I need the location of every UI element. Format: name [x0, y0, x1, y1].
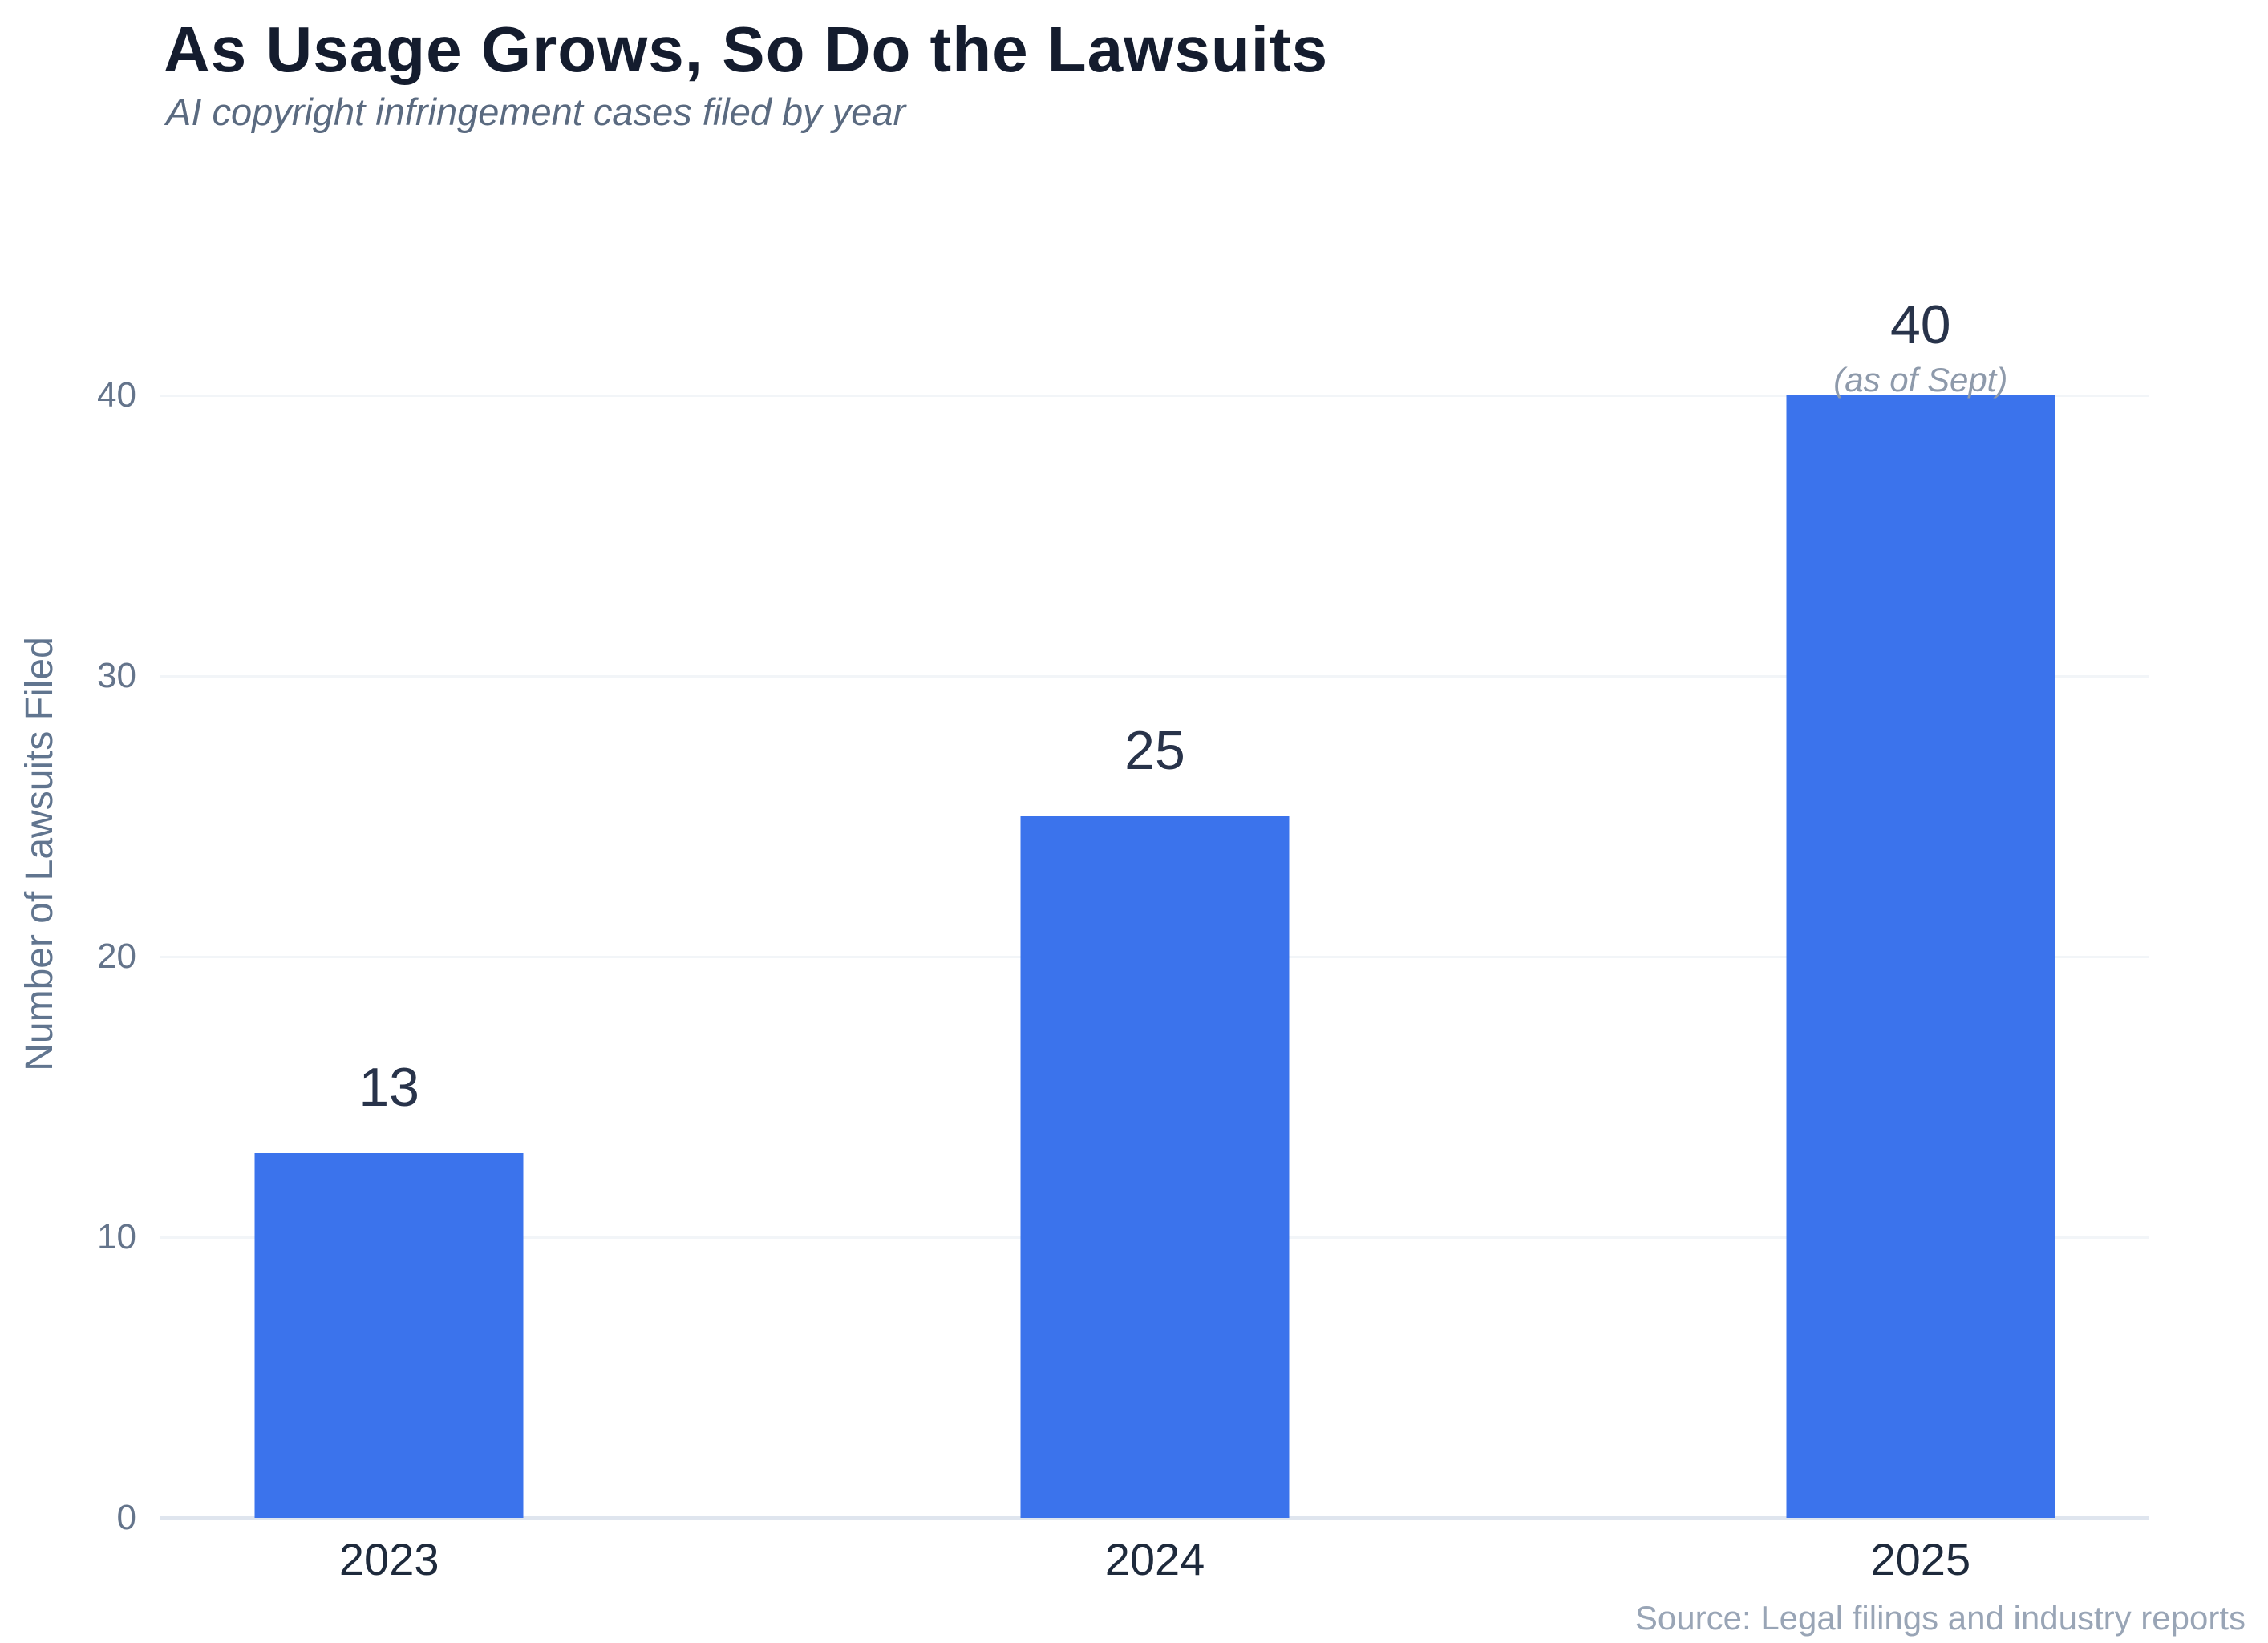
x-axis-baseline — [160, 1516, 2149, 1520]
y-tick-label: 0 — [116, 1498, 136, 1537]
bar — [1786, 395, 2055, 1518]
y-tick-label: 20 — [97, 937, 136, 976]
y-axis-tick-labels: 0 10 20 30 40 — [0, 378, 136, 1536]
gridline — [160, 675, 2149, 678]
source-note: Source: Legal filings and industry repor… — [1634, 1598, 2246, 1637]
bar — [254, 1153, 524, 1518]
bar-column: 40 (as of Sept) 2025 — [1786, 297, 2055, 1582]
bar-value-label: 25 — [1124, 720, 1185, 781]
bar-annotation: (as of Sept) — [1833, 360, 2008, 399]
y-tick-label: 30 — [97, 656, 136, 695]
gridline — [160, 395, 2149, 397]
bar — [1020, 816, 1290, 1518]
y-tick-label: 40 — [97, 375, 136, 415]
bar-column: 25 2024 — [1020, 395, 1290, 1582]
y-tick-label: 10 — [97, 1217, 136, 1257]
x-tick-label: 2023 — [338, 1534, 439, 1584]
x-tick-label: 2024 — [1104, 1534, 1205, 1584]
bar-value-label: 13 — [358, 1057, 420, 1118]
plot-area: 13 2023 25 2024 40 (as of Sept) 2025 — [160, 297, 2149, 1582]
bar-value-label: 40 — [1889, 294, 1951, 355]
bar-column: 13 2023 — [254, 395, 524, 1582]
x-tick-label: 2025 — [1870, 1534, 1971, 1584]
chart-subtitle: AI copyright infringement cases filed by… — [166, 91, 906, 133]
chart-title: As Usage Grows, So Do the Lawsuits — [164, 14, 1329, 85]
